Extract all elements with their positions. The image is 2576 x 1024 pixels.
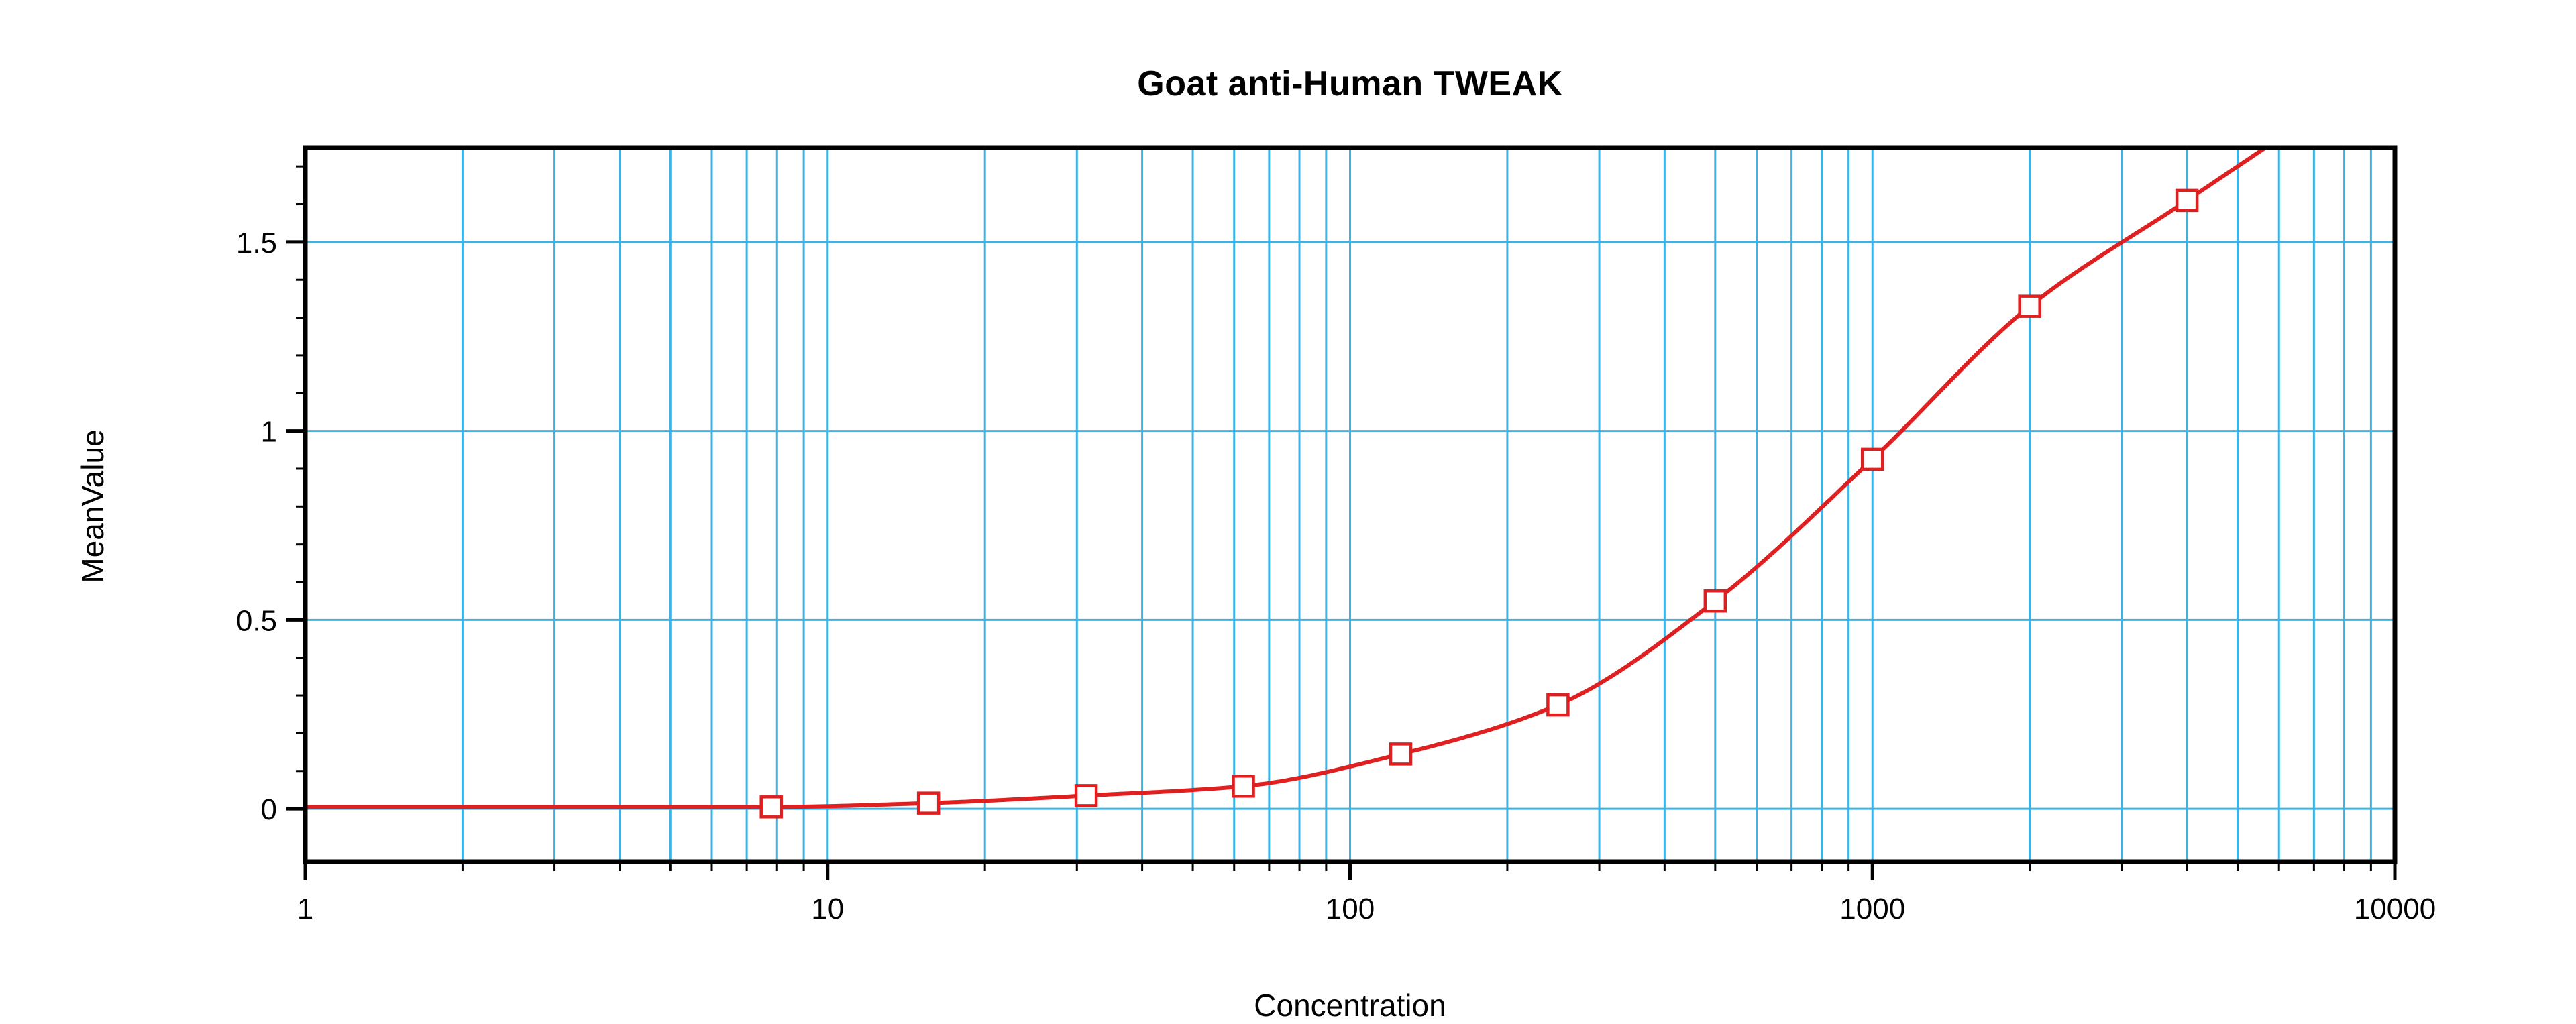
- y-tick-label: 1.5: [236, 227, 277, 260]
- data-point-marker: [1546, 693, 1570, 717]
- standard-curve: [305, 148, 2269, 809]
- x-tick-label: 10000: [2354, 893, 2436, 925]
- data-point-marker: [1703, 589, 1727, 613]
- data-point-marker: [759, 795, 783, 819]
- data-point-marker: [2175, 188, 2199, 213]
- x-axis-label: Concentration: [1254, 988, 1446, 1023]
- axis-ticks: [286, 165, 2397, 880]
- x-tick-label: 100: [1326, 893, 1375, 925]
- x-tick-label: 1: [297, 893, 313, 925]
- data-point-marker: [1389, 742, 1413, 766]
- x-tick-label: 10: [811, 893, 844, 925]
- y-tick-label: 0: [261, 793, 277, 826]
- y-tick-labels: 0 0.5 1 1.5: [236, 227, 277, 826]
- grid: [305, 148, 2395, 862]
- y-tick-label: 0.5: [236, 604, 277, 637]
- fit-curve-line: [305, 148, 2269, 809]
- chart-title: Goat anti-Human TWEAK: [1137, 64, 1563, 103]
- data-points: [759, 188, 2199, 819]
- data-point-marker: [916, 791, 941, 815]
- y-tick-label: 1: [261, 416, 277, 449]
- data-point-marker: [1232, 775, 1255, 798]
- x-tick-label: 1000: [1839, 893, 1905, 925]
- data-point-marker: [2018, 294, 2041, 318]
- x-tick-labels: 1 10 100 1000 10000: [297, 893, 2436, 925]
- data-point-marker: [1861, 447, 1884, 471]
- data-point-marker: [1074, 784, 1098, 807]
- y-axis-label: MeanValue: [75, 429, 110, 583]
